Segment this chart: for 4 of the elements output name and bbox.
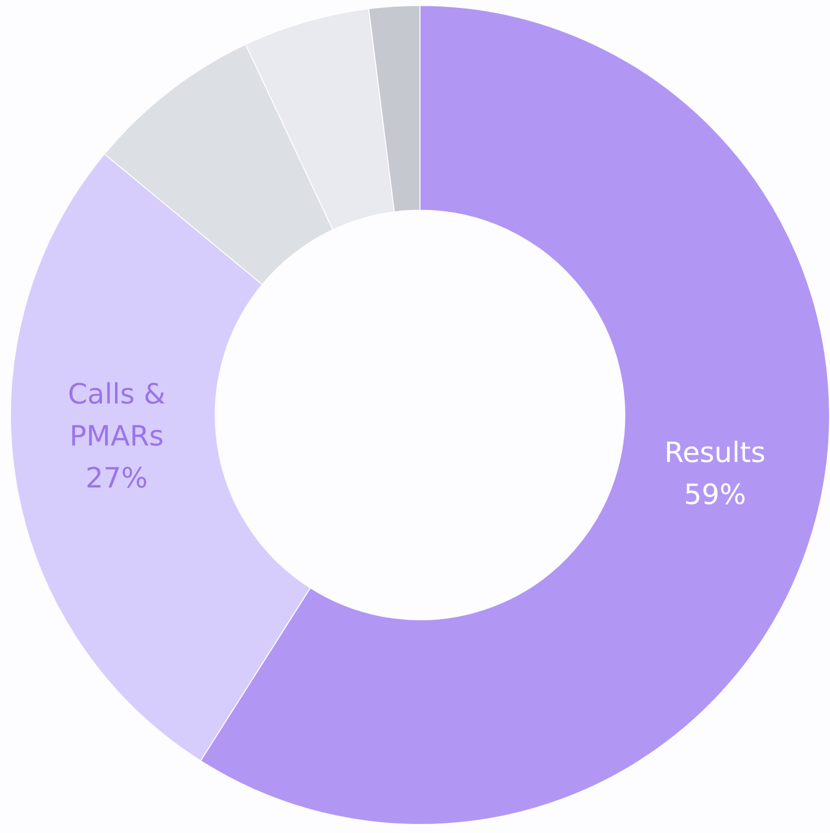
slice-label: Results (664, 436, 766, 469)
data-label: 59% (684, 478, 746, 511)
data-label: 27% (86, 461, 148, 494)
slice-label: Calls & PMARs (68, 377, 166, 452)
